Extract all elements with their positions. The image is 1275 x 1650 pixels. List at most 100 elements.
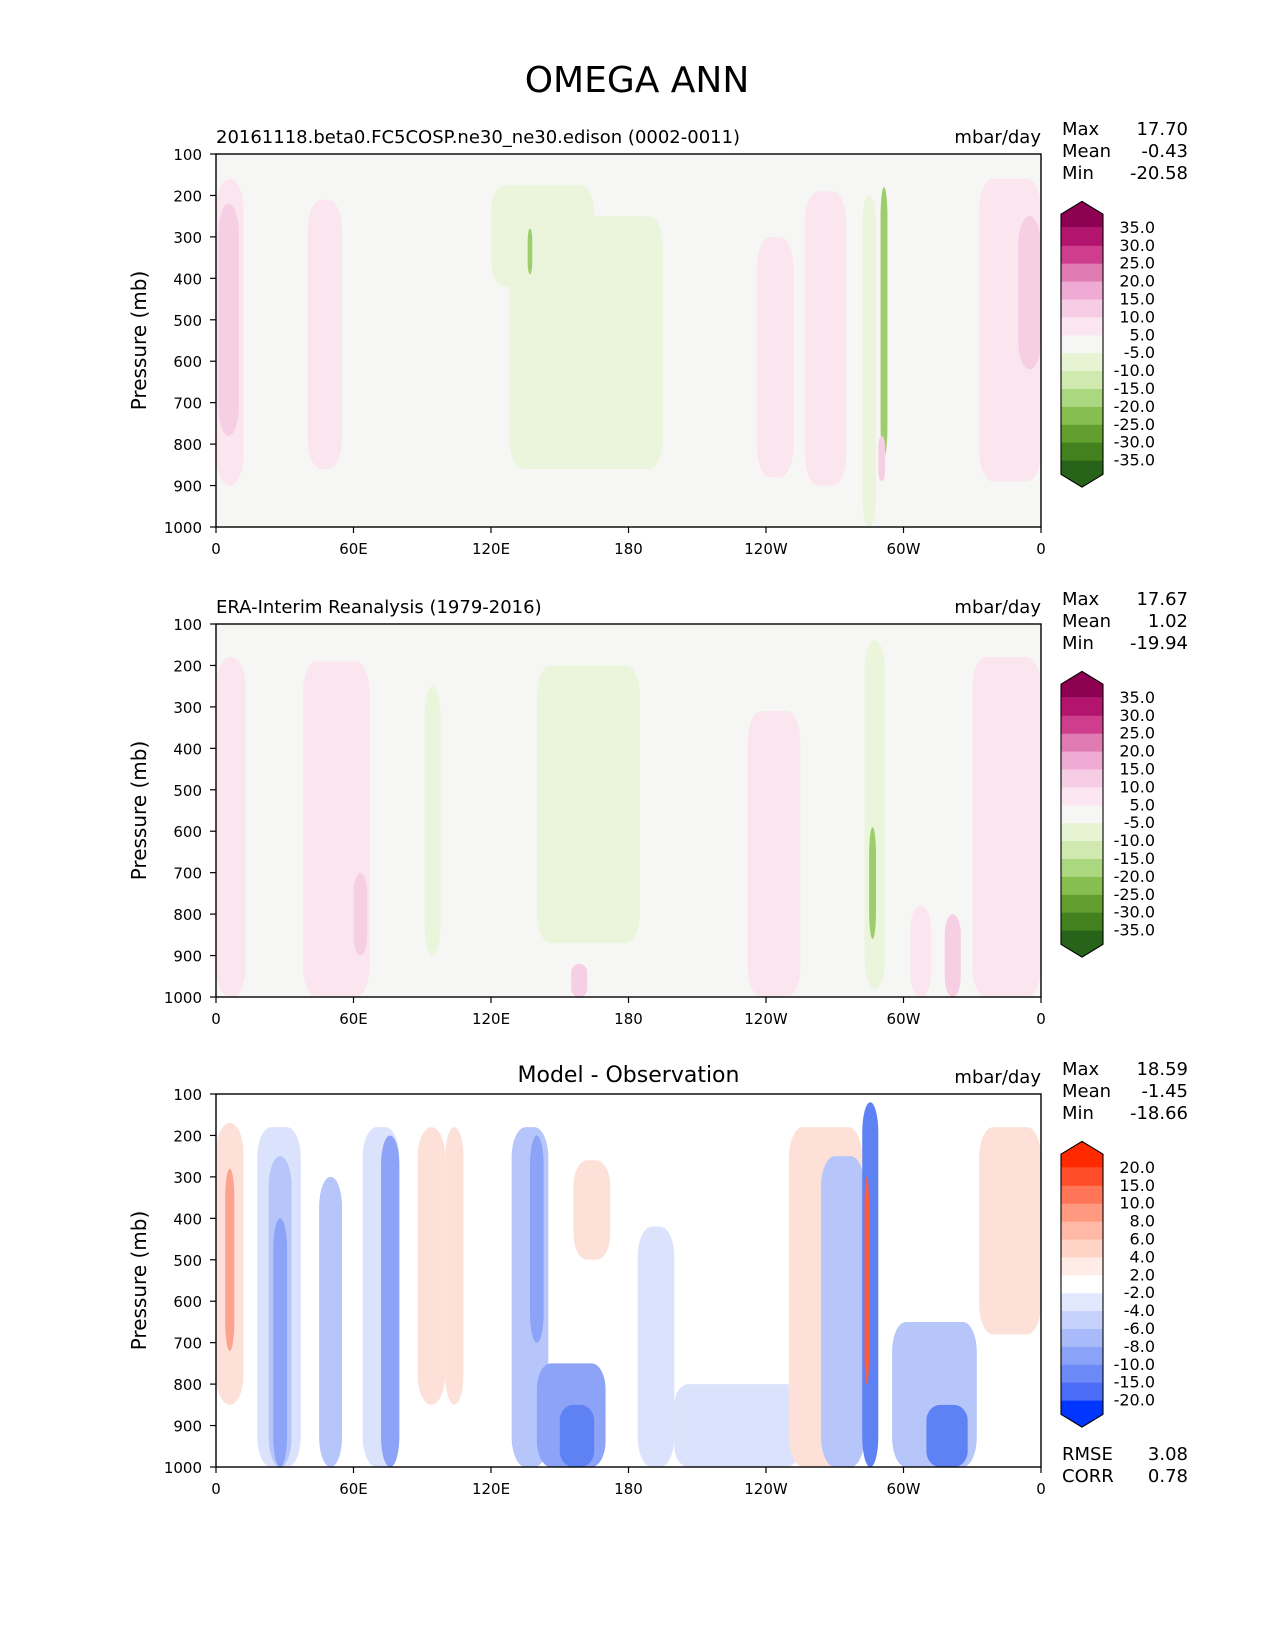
contour-region xyxy=(509,216,663,469)
stat-label: Min xyxy=(1062,633,1094,654)
y-tick-label: 600 xyxy=(173,353,202,371)
y-tick-label: 300 xyxy=(173,699,202,717)
colorbar-segment xyxy=(1061,805,1103,824)
colorbar-tick-label: 15.0 xyxy=(1119,290,1155,309)
contour-region xyxy=(1018,216,1041,370)
y-tick-label: 600 xyxy=(173,823,202,841)
y-tick-label: 200 xyxy=(173,657,202,675)
colorbar-segment xyxy=(1061,1167,1103,1187)
stat-value: -0.43 xyxy=(1141,141,1188,162)
y-tick-label: 1000 xyxy=(164,519,202,537)
colorbar-tick-label: -10.0 xyxy=(1114,1355,1155,1374)
contour-region xyxy=(864,640,886,989)
contour-region xyxy=(821,1156,865,1467)
colorbar-tick-label: -10.0 xyxy=(1114,831,1155,850)
contour-region xyxy=(747,711,801,997)
colorbar-segment xyxy=(1061,1239,1103,1258)
y-tick-label: 900 xyxy=(173,948,202,966)
rmse-label: RMSE xyxy=(1062,1444,1113,1465)
contour-regions xyxy=(216,640,1041,997)
colorbar-segment xyxy=(1061,281,1103,301)
colorbar-segment xyxy=(1061,1293,1103,1312)
contour-region xyxy=(424,686,441,956)
x-tick-label: 60W xyxy=(887,540,921,558)
colorbar-tick-label: 35.0 xyxy=(1119,688,1155,707)
contour-region xyxy=(674,1384,801,1467)
colorbar-tick-label: 30.0 xyxy=(1119,236,1155,255)
x-tick-label: 120W xyxy=(744,1480,788,1498)
colorbar-tick-label: 5.0 xyxy=(1130,325,1155,344)
stat-label: Max xyxy=(1062,1059,1100,1080)
colorbar-tick-label: 8.0 xyxy=(1130,1212,1155,1231)
contour-region xyxy=(637,1226,675,1467)
y-tick-label: 500 xyxy=(173,782,202,800)
y-tick-label: 400 xyxy=(173,1210,202,1228)
y-tick-label: 800 xyxy=(173,906,202,924)
x-tick-label: 60E xyxy=(339,540,368,558)
colorbar-segment xyxy=(1061,733,1103,753)
panel-subtitle: ERA-Interim Reanalysis (1979-2016) xyxy=(216,597,542,618)
colorbar-segment xyxy=(1061,442,1103,462)
colorbar: 20.015.010.08.06.04.02.0-2.0-4.0-6.0-8.0… xyxy=(1060,1140,1155,1428)
colorbar-outline xyxy=(1060,200,1104,488)
stat-value: -19.94 xyxy=(1130,633,1188,654)
colorbar-tick-label: -5.0 xyxy=(1124,813,1155,832)
colorbar-tick-label: -5.0 xyxy=(1124,343,1155,362)
colorbar-segment xyxy=(1061,1382,1103,1402)
colorbar: 35.030.025.020.015.010.05.0-5.0-10.0-15.… xyxy=(1060,200,1155,488)
contour-region xyxy=(878,435,886,482)
x-tick-label: 0 xyxy=(1036,540,1046,558)
colorbar-tick-label: -15.0 xyxy=(1114,379,1155,398)
colorbar-segment xyxy=(1061,317,1103,336)
contour-regions xyxy=(216,1102,1041,1467)
contour-region xyxy=(381,1135,400,1467)
contour-region xyxy=(804,191,847,486)
y-tick-label: 800 xyxy=(173,436,202,454)
contour-region xyxy=(756,236,794,478)
colorbar-tick-label: -25.0 xyxy=(1114,415,1155,434)
x-tick-label: 120W xyxy=(744,540,788,558)
colorbar-tick-label: -6.0 xyxy=(1124,1319,1155,1338)
y-tick-label: 300 xyxy=(173,229,202,247)
colorbar-segment xyxy=(1061,1364,1103,1384)
colorbar-tick-label: -20.0 xyxy=(1114,397,1155,416)
stat-value: 17.67 xyxy=(1136,589,1188,610)
y-tick-label: 1000 xyxy=(164,989,202,1007)
y-tick-label: 400 xyxy=(173,270,202,288)
colorbar-tick-label: -35.0 xyxy=(1114,921,1155,940)
colorbar-tick-label: 20.0 xyxy=(1119,742,1155,761)
colorbar-tick-label: 25.0 xyxy=(1119,724,1155,743)
stat-label: Mean xyxy=(1062,611,1111,632)
x-tick-label: 120E xyxy=(472,1480,510,1498)
stat-value: -18.66 xyxy=(1130,1103,1188,1124)
colorbar-tick-label: 20.0 xyxy=(1119,1158,1155,1177)
colorbar-tick-label: 2.0 xyxy=(1130,1265,1155,1284)
x-tick-label: 120E xyxy=(472,540,510,558)
colorbar-segment xyxy=(1061,930,1103,958)
colorbar-tick-label: 5.0 xyxy=(1130,795,1155,814)
colorbar-segment xyxy=(1061,876,1103,896)
y-tick-label: 700 xyxy=(173,865,202,883)
panel-units: mbar/day xyxy=(954,597,1041,618)
colorbar-outline xyxy=(1060,670,1104,958)
colorbar-segment xyxy=(1061,912,1103,932)
contour-region xyxy=(225,1168,235,1351)
colorbar-segment xyxy=(1061,335,1103,354)
x-tick-label: 0 xyxy=(1036,1010,1046,1028)
stat-value: 17.70 xyxy=(1136,119,1188,140)
contour-region xyxy=(926,1404,968,1467)
colorbar-segment xyxy=(1061,697,1103,717)
colorbar-segment xyxy=(1061,1275,1103,1294)
stat-label: Max xyxy=(1062,119,1100,140)
colorbar-segment xyxy=(1061,1141,1103,1168)
x-tick-label: 120W xyxy=(744,1010,788,1028)
colorbar-tick-label: -8.0 xyxy=(1124,1337,1155,1356)
colorbar-segment xyxy=(1061,751,1103,771)
contour-region xyxy=(319,1176,343,1467)
colorbar-tick-label: 6.0 xyxy=(1130,1230,1155,1249)
colorbar-segment xyxy=(1061,1346,1103,1366)
x-tick-label: 60W xyxy=(887,1480,921,1498)
contour-region xyxy=(529,1135,544,1343)
stat-label: Max xyxy=(1062,589,1100,610)
